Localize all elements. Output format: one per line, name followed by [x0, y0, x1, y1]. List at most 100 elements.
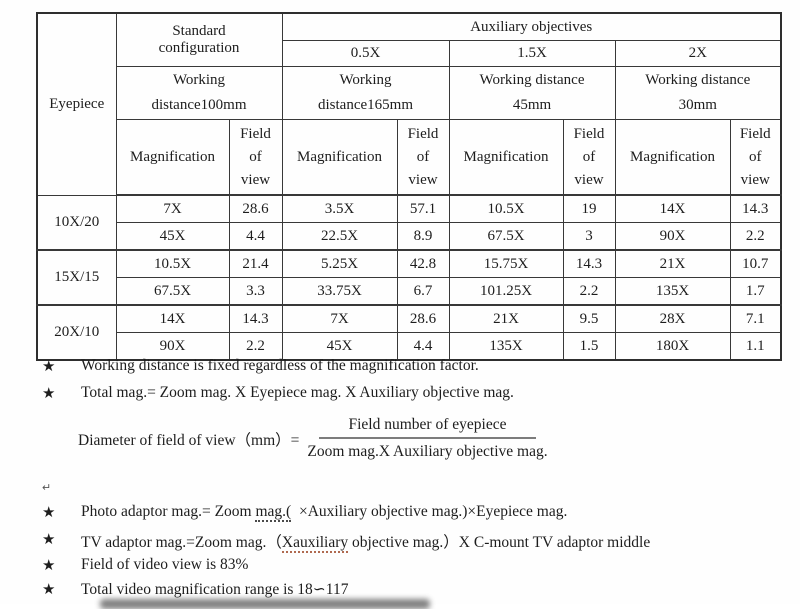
- working-distance-2x: Working distance 30mm: [614, 66, 782, 120]
- fov-line3: view: [240, 171, 271, 188]
- fov-cell: 21.4: [228, 249, 283, 278]
- wd-line1: Working: [339, 72, 392, 88]
- fov-cell: 8.9: [396, 222, 450, 251]
- standard-config-header: Standard configuration: [115, 12, 283, 67]
- fov-cell: 3.3: [228, 277, 283, 306]
- field-of-view-header: Field of view: [228, 119, 283, 196]
- eyepiece-cell: 10X/20: [36, 194, 117, 251]
- fov-cell: 2.2: [729, 222, 782, 251]
- working-distance-05x: Working distance165mm: [281, 66, 450, 120]
- formula-fraction: Field number of eyepiece Zoom mag.X Auxi…: [307, 416, 547, 461]
- magnification-cell: 21X: [614, 249, 731, 278]
- magnification-header: Magnification: [281, 119, 398, 196]
- fov-cell: 6.7: [396, 277, 450, 306]
- fov-line3: view: [740, 171, 770, 188]
- fov-cell: 9.5: [562, 304, 616, 333]
- return-mark: ↵: [42, 482, 52, 494]
- aux-factor-05x: 0.5X: [281, 40, 450, 67]
- note-text: Working distance is fixed regardless of …: [81, 357, 479, 374]
- aux-objectives-header: Auxiliary objectives: [281, 12, 782, 41]
- magnification-cell: 45X: [115, 222, 230, 251]
- fov-line3: view: [574, 171, 604, 188]
- fov-line1: Field: [739, 125, 771, 142]
- tv-note-pre: TV adaptor mag.=Zoom mag.（: [81, 534, 282, 551]
- fov-line2: of: [582, 148, 596, 165]
- photo-note-pre: Photo adaptor mag.= Zoom: [81, 503, 256, 520]
- magnification-cell: 3.5X: [281, 194, 398, 223]
- fov-line1: Field: [407, 125, 439, 142]
- magnification-cell: 90X: [115, 332, 230, 361]
- star-bullet-icon: ★: [42, 582, 56, 598]
- note-photo-adaptor: ★ Photo adaptor mag.= Zoom mag.( ×Auxili…: [42, 503, 567, 522]
- aux-factor-15x: 1.5X: [448, 40, 616, 67]
- note-text: Photo adaptor mag.= Zoom mag.( ×Auxiliar…: [81, 503, 568, 522]
- fov-line2: of: [249, 148, 262, 165]
- magnification-cell: 45X: [281, 332, 398, 361]
- fov-cell: 2.2: [228, 332, 283, 361]
- magnification-cell: 15.75X: [448, 249, 564, 278]
- aux-factor-2x: 2X: [614, 40, 782, 67]
- field-of-view-header: Field of view: [396, 119, 450, 196]
- magnification-cell: 10.5X: [448, 194, 564, 223]
- note-total-mag: ★ Total mag.= Zoom mag. X Eyepiece mag. …: [42, 384, 514, 403]
- formula-lhs: Diameter of field of view（mm）=: [78, 431, 300, 449]
- photo-note-underlined: mag.(: [255, 503, 292, 522]
- fov-cell: 4.4: [396, 332, 450, 361]
- note-text: Field of video view is 83%: [81, 556, 249, 573]
- magnification-cell: 10.5X: [115, 249, 230, 278]
- wd-line1: Working distance: [645, 72, 751, 88]
- magnification-header: Magnification: [448, 119, 564, 196]
- magnification-cell: 180X: [614, 332, 731, 361]
- note-video-view: ★ Field of video view is 83%: [42, 556, 248, 575]
- fraction-bar: [319, 437, 536, 439]
- magnification-cell: 67.5X: [448, 222, 564, 251]
- note-video-mag-range: ★ Total video magnification range is 18∽…: [42, 580, 348, 599]
- magnification-header: Magnification: [115, 119, 230, 196]
- magnification-cell: 14X: [115, 304, 230, 333]
- photo-note-post: ×Auxiliary objective mag.)×Eyepiece mag.: [291, 503, 568, 520]
- star-bullet-icon: ★: [42, 532, 56, 548]
- field-of-view-header: Field of view: [729, 119, 782, 196]
- fov-cell: 42.8: [396, 249, 450, 278]
- magnification-header: Magnification: [614, 119, 731, 196]
- fov-line1: Field: [240, 125, 271, 142]
- fov-cell: 1.7: [729, 277, 782, 306]
- wd-line2: 30mm: [678, 97, 717, 113]
- note-text: Total video magnification range is 18∽11…: [81, 581, 349, 598]
- fov-cell: 14.3: [562, 249, 616, 278]
- fov-cell: 10.7: [729, 249, 782, 278]
- cutoff-next-line-smudge: [100, 599, 430, 609]
- wd-line2: distance100mm: [151, 97, 247, 113]
- fov-cell: 1.1: [729, 332, 782, 361]
- wd-line2: 45mm: [512, 97, 552, 113]
- fov-cell: 3: [562, 222, 616, 251]
- eyepiece-cell: 15X/15: [36, 249, 117, 306]
- tv-note-underlined: Xauxiliary: [281, 534, 349, 553]
- tv-note-post: objective mag.）X C-mount TV adaptor midd…: [348, 534, 651, 551]
- star-bullet-icon: ★: [42, 558, 56, 574]
- magnification-cell: 135X: [614, 277, 731, 306]
- magnification-cell: 28X: [614, 304, 731, 333]
- formula-numerator: Field number of eyepiece: [348, 416, 507, 433]
- magnification-cell: 33.75X: [281, 277, 398, 306]
- magnification-cell: 135X: [448, 332, 564, 361]
- fov-cell: 28.6: [228, 194, 283, 223]
- note-working-distance: ★ Working distance is fixed regardless o…: [42, 357, 479, 376]
- star-bullet-icon: ★: [42, 505, 56, 521]
- fov-line2: of: [749, 148, 762, 165]
- magnification-cell: 67.5X: [115, 277, 230, 306]
- fov-cell: 57.1: [396, 194, 450, 223]
- fov-cell: 19: [562, 194, 616, 223]
- standard-config-line1: Standard: [172, 23, 226, 39]
- formula-denominator: Zoom mag.X Auxiliary objective mag.: [307, 443, 548, 460]
- magnification-cell: 21X: [448, 304, 564, 333]
- fov-cell: 14.3: [729, 194, 782, 223]
- eyepiece-header: Eyepiece: [36, 12, 117, 196]
- magnification-cell: 5.25X: [281, 249, 398, 278]
- note-text: TV adaptor mag.=Zoom mag.（Xauxiliary obj…: [81, 530, 651, 553]
- field-of-view-formula: Diameter of field of view（mm）= Field num…: [78, 416, 548, 461]
- field-of-view-header: Field of view: [562, 119, 616, 196]
- fov-line3: view: [408, 171, 438, 188]
- magnification-cell: 90X: [614, 222, 731, 251]
